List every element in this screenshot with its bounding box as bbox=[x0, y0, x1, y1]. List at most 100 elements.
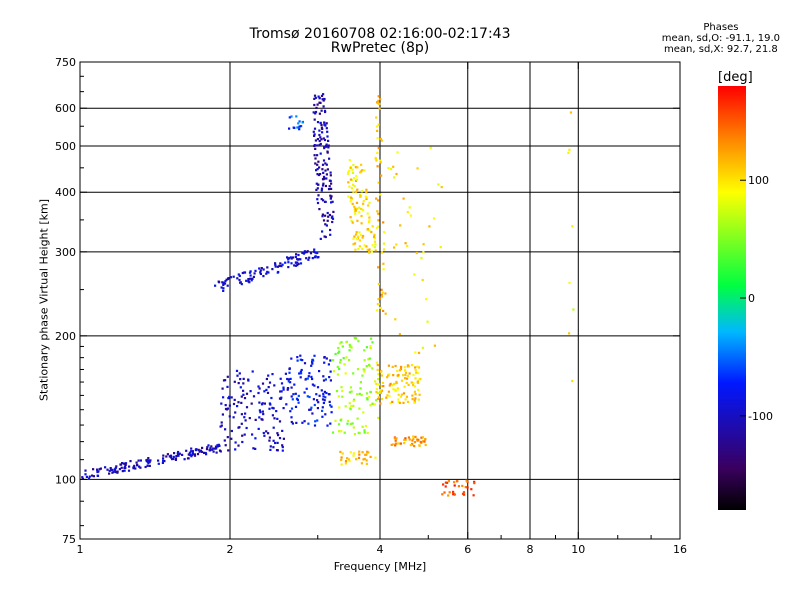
data-point bbox=[378, 193, 382, 196]
data-point bbox=[252, 447, 255, 450]
data-point bbox=[322, 93, 325, 96]
data-point bbox=[260, 418, 263, 421]
data-point bbox=[240, 401, 243, 404]
data-point bbox=[466, 486, 469, 489]
data-point bbox=[208, 449, 211, 452]
data-point bbox=[290, 386, 293, 389]
data-point bbox=[363, 429, 366, 432]
data-point bbox=[272, 446, 275, 449]
data-point bbox=[396, 388, 399, 391]
data-point bbox=[337, 346, 340, 350]
data-point bbox=[257, 427, 260, 430]
data-point bbox=[280, 382, 284, 385]
data-point bbox=[299, 262, 303, 265]
data-point bbox=[261, 410, 264, 413]
data-point bbox=[415, 251, 418, 255]
data-point bbox=[358, 245, 361, 248]
data-point bbox=[399, 442, 402, 445]
x-tick-label: 16 bbox=[673, 543, 687, 556]
data-point bbox=[242, 393, 245, 396]
data-point bbox=[379, 159, 382, 162]
data-point bbox=[325, 224, 328, 227]
data-point bbox=[388, 373, 391, 376]
data-point bbox=[347, 195, 350, 198]
data-point bbox=[287, 257, 291, 260]
data-point bbox=[228, 404, 231, 407]
data-point bbox=[349, 196, 352, 199]
data-point bbox=[309, 252, 313, 255]
data-point bbox=[311, 383, 314, 386]
data-point bbox=[303, 420, 306, 423]
data-point bbox=[357, 456, 361, 459]
data-point bbox=[239, 378, 242, 381]
chart-title: Tromsø 20160708 02:16:00-02:17:43 bbox=[249, 26, 511, 42]
data-point bbox=[318, 101, 321, 104]
data-point bbox=[268, 439, 271, 442]
data-point bbox=[266, 266, 269, 269]
data-point bbox=[318, 166, 321, 169]
data-point bbox=[389, 382, 392, 385]
data-point bbox=[362, 208, 365, 211]
data-point bbox=[348, 358, 351, 362]
data-point bbox=[331, 431, 335, 434]
data-point bbox=[354, 166, 357, 169]
data-point bbox=[473, 482, 476, 485]
data-point bbox=[329, 422, 332, 425]
data-point bbox=[318, 112, 321, 115]
data-point bbox=[224, 404, 227, 407]
data-point bbox=[269, 445, 272, 448]
data-point bbox=[227, 277, 230, 281]
data-point bbox=[348, 349, 351, 352]
data-point bbox=[297, 394, 300, 397]
data-point bbox=[116, 470, 119, 473]
data-point bbox=[358, 407, 361, 410]
data-point bbox=[365, 188, 368, 191]
data-point bbox=[350, 187, 353, 190]
data-point bbox=[444, 485, 447, 488]
data-point bbox=[376, 309, 379, 312]
data-point bbox=[326, 135, 329, 138]
data-point bbox=[239, 386, 242, 389]
data-point bbox=[313, 134, 316, 137]
data-point bbox=[339, 419, 342, 422]
data-point bbox=[281, 446, 284, 449]
data-point bbox=[270, 396, 273, 400]
y-axis: 75 100 200 300 400 500 600 750 bbox=[55, 56, 680, 546]
data-point bbox=[315, 182, 318, 185]
data-point bbox=[379, 98, 382, 101]
data-point bbox=[376, 397, 379, 401]
data-point bbox=[245, 279, 248, 282]
data-point bbox=[268, 381, 272, 384]
phase-heading: Phases bbox=[703, 22, 739, 33]
data-point bbox=[437, 183, 440, 186]
data-point bbox=[359, 195, 362, 198]
data-point bbox=[240, 395, 243, 398]
data-points bbox=[81, 93, 575, 497]
data-point bbox=[319, 136, 322, 139]
data-point bbox=[298, 120, 301, 123]
data-point bbox=[349, 178, 352, 181]
data-point bbox=[271, 414, 274, 417]
data-point bbox=[313, 354, 316, 357]
data-point bbox=[447, 494, 450, 497]
data-point bbox=[288, 367, 291, 370]
data-point bbox=[276, 441, 279, 444]
phase-statistics: Phases mean, sd,O: -91.1, 19.0 mean, sd,… bbox=[662, 22, 780, 55]
data-point bbox=[390, 167, 393, 171]
data-point bbox=[115, 471, 118, 474]
data-point bbox=[412, 373, 415, 377]
data-point bbox=[569, 111, 572, 114]
data-point bbox=[289, 410, 292, 413]
data-point bbox=[339, 361, 342, 364]
data-point bbox=[114, 466, 117, 469]
data-point bbox=[329, 228, 332, 232]
data-point bbox=[316, 407, 319, 410]
data-point bbox=[310, 364, 313, 367]
data-point bbox=[390, 443, 393, 446]
data-point bbox=[109, 467, 112, 470]
data-point bbox=[413, 399, 416, 402]
data-point bbox=[313, 424, 317, 427]
data-point bbox=[373, 240, 377, 243]
data-point bbox=[360, 222, 363, 225]
data-point bbox=[362, 458, 365, 461]
